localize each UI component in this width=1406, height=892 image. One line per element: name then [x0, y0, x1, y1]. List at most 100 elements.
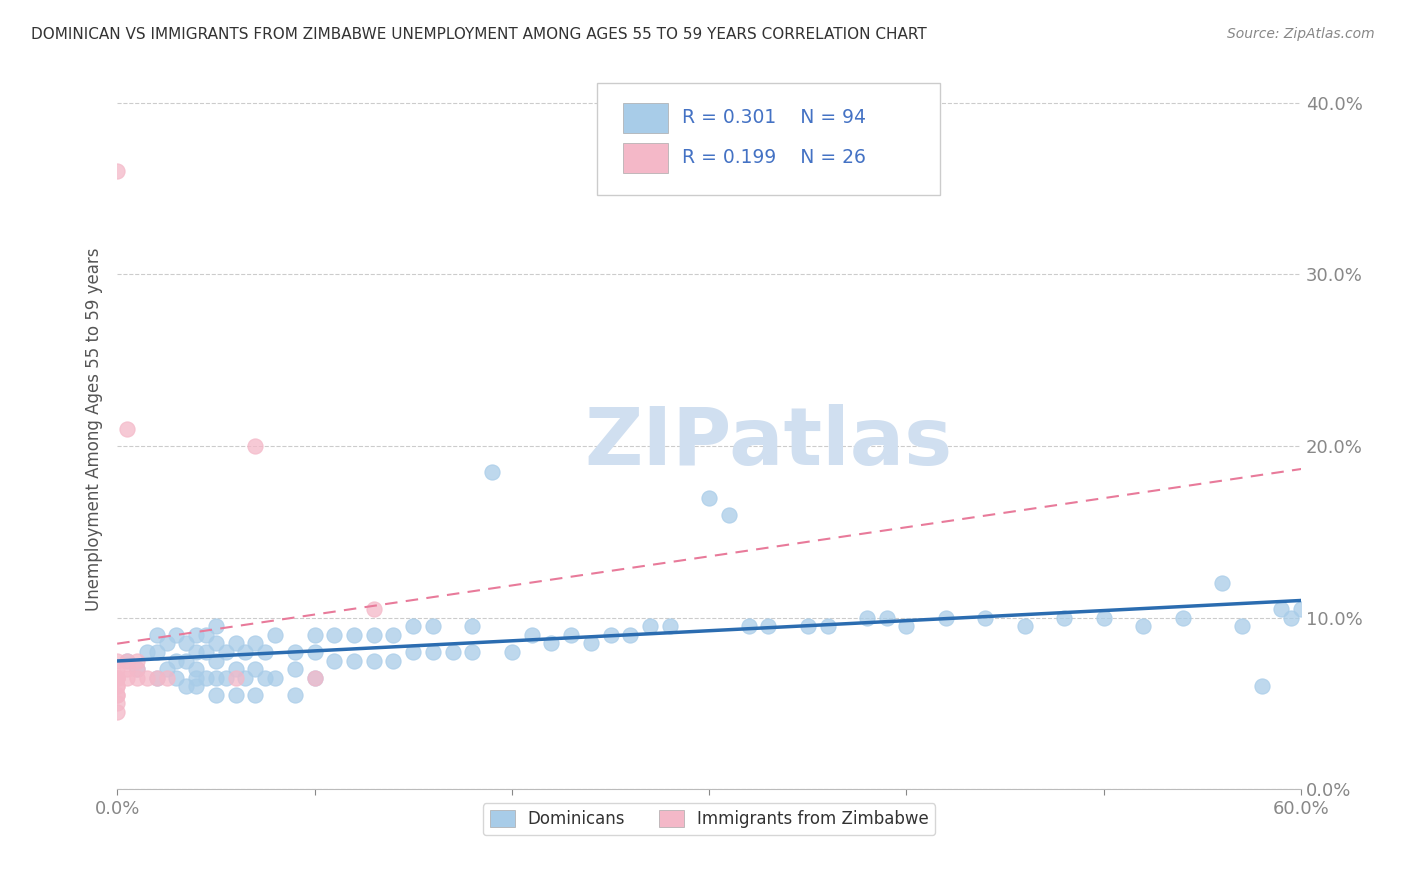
- Point: [105, 164, 128, 178]
- FancyBboxPatch shape: [623, 143, 668, 173]
- Point: [184, 679, 207, 693]
- Point: [135, 671, 157, 685]
- Point: [1211, 576, 1233, 591]
- Point: [304, 671, 326, 685]
- Point: [1289, 602, 1312, 616]
- Point: [540, 636, 562, 650]
- FancyBboxPatch shape: [596, 83, 941, 194]
- Text: ZIPatlas: ZIPatlas: [585, 404, 952, 483]
- Point: [461, 619, 484, 633]
- Point: [205, 671, 228, 685]
- Point: [105, 688, 128, 702]
- Point: [145, 671, 167, 685]
- Point: [115, 422, 138, 436]
- Point: [115, 653, 138, 667]
- Point: [125, 671, 148, 685]
- Point: [254, 671, 277, 685]
- Point: [125, 662, 148, 676]
- Point: [1053, 610, 1076, 624]
- Point: [165, 671, 187, 685]
- Point: [896, 619, 918, 633]
- Point: [1171, 610, 1194, 624]
- Point: [245, 439, 267, 453]
- Point: [363, 602, 385, 616]
- Point: [195, 628, 218, 642]
- Point: [105, 679, 128, 693]
- Point: [105, 697, 128, 711]
- Point: [323, 653, 346, 667]
- FancyBboxPatch shape: [623, 103, 668, 134]
- Point: [195, 671, 218, 685]
- Point: [205, 619, 228, 633]
- Point: [284, 645, 307, 659]
- Point: [343, 628, 366, 642]
- Point: [105, 653, 128, 667]
- Point: [1092, 610, 1115, 624]
- Point: [264, 628, 287, 642]
- Point: [174, 636, 197, 650]
- Text: Source: ZipAtlas.com: Source: ZipAtlas.com: [1227, 27, 1375, 41]
- Point: [402, 619, 425, 633]
- Point: [235, 671, 257, 685]
- Text: DOMINICAN VS IMMIGRANTS FROM ZIMBABWE UNEMPLOYMENT AMONG AGES 55 TO 59 YEARS COR: DOMINICAN VS IMMIGRANTS FROM ZIMBABWE UN…: [31, 27, 927, 42]
- Point: [184, 671, 207, 685]
- Point: [165, 653, 187, 667]
- Point: [174, 679, 197, 693]
- Point: [145, 645, 167, 659]
- Point: [205, 636, 228, 650]
- Text: R = 0.199    N = 26: R = 0.199 N = 26: [682, 148, 866, 167]
- Point: [105, 671, 128, 685]
- Point: [245, 636, 267, 650]
- Point: [363, 653, 385, 667]
- Point: [105, 705, 128, 719]
- Point: [638, 619, 661, 633]
- Point: [264, 671, 287, 685]
- Point: [205, 653, 228, 667]
- Point: [225, 662, 247, 676]
- Point: [215, 671, 238, 685]
- Point: [145, 628, 167, 642]
- Point: [225, 636, 247, 650]
- Point: [245, 688, 267, 702]
- Point: [1279, 610, 1302, 624]
- Point: [155, 671, 177, 685]
- Point: [225, 688, 247, 702]
- Point: [284, 662, 307, 676]
- Point: [155, 636, 177, 650]
- Point: [658, 619, 681, 633]
- Point: [876, 610, 898, 624]
- Point: [1250, 679, 1272, 693]
- Point: [343, 653, 366, 667]
- Point: [717, 508, 740, 522]
- Point: [215, 645, 238, 659]
- Point: [174, 653, 197, 667]
- Point: [856, 610, 879, 624]
- Point: [105, 679, 128, 693]
- Point: [225, 671, 247, 685]
- Text: R = 0.301    N = 94: R = 0.301 N = 94: [682, 108, 866, 127]
- Point: [422, 619, 444, 633]
- Point: [422, 645, 444, 659]
- Point: [304, 671, 326, 685]
- Point: [797, 619, 820, 633]
- Point: [461, 645, 484, 659]
- Point: [382, 653, 405, 667]
- Point: [402, 645, 425, 659]
- Point: [235, 645, 257, 659]
- Point: [205, 688, 228, 702]
- Point: [817, 619, 839, 633]
- Point: [105, 671, 128, 685]
- Point: [105, 671, 128, 685]
- Point: [125, 653, 148, 667]
- Point: [935, 610, 957, 624]
- Point: [697, 491, 720, 505]
- Point: [155, 662, 177, 676]
- Point: [184, 645, 207, 659]
- Legend: Dominicans, Immigrants from Zimbabwe: Dominicans, Immigrants from Zimbabwe: [482, 804, 935, 835]
- Point: [284, 688, 307, 702]
- Point: [441, 645, 464, 659]
- Point: [382, 628, 405, 642]
- Point: [125, 662, 148, 676]
- Point: [304, 645, 326, 659]
- Point: [145, 671, 167, 685]
